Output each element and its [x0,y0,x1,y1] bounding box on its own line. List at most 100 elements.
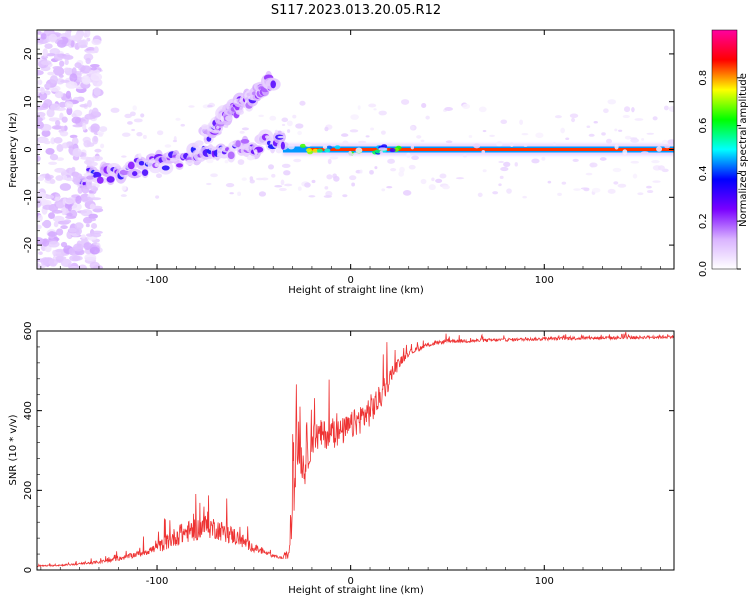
spectrogram-drift-blob [227,151,235,160]
spectrogram-noise-blob [99,126,108,133]
spectrogram-noise-blob [322,145,328,149]
spectrogram-noise-blob [73,177,81,185]
spectrogram-noise-blob [52,249,57,256]
spectrogram-noise-blob [623,106,631,113]
spectrogram-noise-blob [85,223,90,228]
spectrogram-noise-blob [357,105,361,110]
spectrogram-noise-blob [496,141,503,147]
spectrogram-noise-blob [271,173,276,178]
spectrogram-noise-blob [66,106,73,116]
snr-x-tick-label: 100 [535,576,554,587]
spectrogram-noise-blob [194,140,204,146]
spectrogram-noise-blob [58,74,64,78]
spectrogram-noise-blob [646,189,654,194]
spectrogram-noise-blob [133,118,143,123]
spectrogram-noise-blob [124,113,132,119]
spectrogram-noise-blob [41,238,50,247]
spectrogram-noise-blob [55,256,67,260]
snr-y-tick-label: 600 [23,321,34,340]
spectrogram-noise-blob [641,137,645,141]
spectrogram-noise-blob [86,46,96,52]
spectrogram-y-tick-label: 20 [23,48,34,61]
spectrogram-noise-blob [53,221,59,228]
spectrogram-noise-blob [41,221,47,227]
snr-x-ticks: -100 0 100 [40,331,661,587]
spectrogram-noise-blob [624,135,632,140]
spectrogram-noise-blob [646,132,655,135]
spectrogram-noise-blob [37,264,46,269]
spectrogram-noise-blob [53,137,63,144]
spectrogram-noise-blob [622,149,628,155]
spectrogram-drift-blob [132,171,138,177]
spectrogram-noise-blob [287,144,295,150]
spectrogram-y-tick-label: 0 [23,146,34,152]
spectrogram-noise-blob [89,246,100,255]
spectrogram-noise-blob [37,79,43,86]
spectrogram-noise-blob [651,159,660,164]
spectrogram-noise-blob [54,167,66,173]
snr-plot-area [37,331,674,570]
spectrogram-noise-blob [386,185,393,189]
spectrogram-image [37,30,674,269]
spectrogram-noise-blob [201,124,209,130]
spectrogram-noise-blob [439,173,447,179]
spectrogram-noise-blob [351,182,356,187]
spectrogram-noise-blob [267,164,275,170]
spectrogram-noise-blob [612,167,622,173]
spectrogram-noise-blob [560,127,565,134]
spectrogram-noise-blob [37,191,47,200]
spectrogram-x-tick-label: 0 [347,275,353,286]
spectrogram-noise-blob [62,174,68,181]
spectrogram-noise-blob [81,234,86,239]
snr-y-ticks: 0 200 400 600 [23,321,674,573]
spectrogram-noise-blob [206,158,214,164]
spectrogram-noise-blob [359,169,363,174]
spectrogram-noise-blob [79,103,88,108]
snr-x-tick-label: -100 [146,576,169,587]
spectrogram-noise-blob [60,125,65,132]
colorbar-tick-label: 0.8 [698,70,709,86]
spectrogram-noise-blob [523,144,528,147]
spectrogram-noise-blob [120,194,127,197]
spectrogram-noise-blob [500,166,509,172]
spectrogram-noise-blob [258,114,265,118]
spectrogram-noise-blob [281,130,285,133]
spectrogram-noise-blob [110,107,120,113]
spectrogram-noise-blob [44,83,51,89]
spectrogram-y-label: Frequency (Hz) [8,112,19,188]
spectrogram-noise-blob [90,129,100,133]
spectrogram-noise-blob [374,166,378,170]
spectrogram-noise-blob [71,116,81,124]
spectrogram-noise-blob [521,132,529,136]
spectrogram-noise-blob [442,185,450,190]
spectrogram-noise-blob [410,145,415,150]
spectrogram-noise-blob [50,103,61,111]
spectrogram-noise-blob [390,167,397,172]
spectrogram-noise-blob [614,144,619,150]
spectrogram-noise-blob [324,126,329,132]
spectrogram-noise-blob [62,54,74,60]
snr-line-group [37,331,674,568]
spectrogram-noise-blob [506,188,512,194]
spectrogram-noise-blob [38,92,48,101]
spectrogram-noise-blob [425,115,430,120]
spectrogram-noise-blob [86,175,95,180]
spectrogram-noise-blob [514,162,518,167]
spectrogram-noise-blob [61,208,67,214]
spectrogram-noise-blob [281,123,286,127]
spectrogram-noise-blob [398,170,405,177]
spectrogram-noise-blob [185,159,195,166]
spectrogram-noise-blob [379,150,383,155]
spectrogram-noise-blob [565,137,570,140]
spectrogram-noise-blob [265,135,270,139]
spectrogram-noise-blob [89,261,100,269]
spectrogram-noise-blob [297,130,302,136]
spectrogram-noise-blob [121,155,127,158]
spectrogram-noise-blob [613,181,619,185]
spectrogram-noise-blob [341,133,349,137]
spectrogram-noise-blob [38,251,43,256]
spectrogram-noise-blob [42,48,48,57]
colorbar-tick-label: 0.2 [698,213,709,229]
